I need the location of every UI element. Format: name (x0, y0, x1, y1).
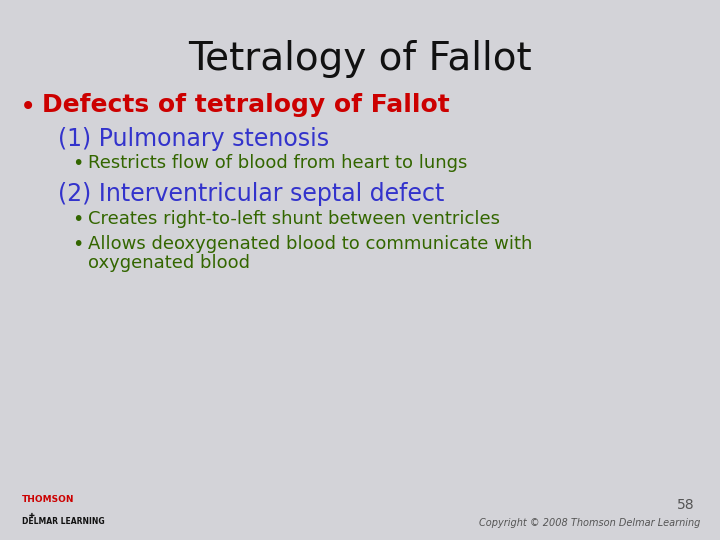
Text: (2) Interventricular septal defect: (2) Interventricular septal defect (58, 182, 444, 206)
Text: (1) Pulmonary stenosis: (1) Pulmonary stenosis (58, 127, 329, 151)
Text: oxygenated blood: oxygenated blood (88, 254, 250, 272)
Text: Allows deoxygenated blood to communicate with: Allows deoxygenated blood to communicate… (88, 235, 532, 253)
Text: •: • (72, 235, 84, 254)
Text: THOMSON: THOMSON (22, 495, 74, 504)
Text: •: • (72, 210, 84, 229)
Text: 58: 58 (678, 498, 695, 512)
Text: Creates right-to-left shunt between ventricles: Creates right-to-left shunt between vent… (88, 210, 500, 228)
Text: Defects of tetralogy of Fallot: Defects of tetralogy of Fallot (42, 93, 450, 117)
Text: Copyright © 2008 Thomson Delmar Learning: Copyright © 2008 Thomson Delmar Learning (479, 518, 700, 528)
Text: Tetralogy of Fallot: Tetralogy of Fallot (188, 40, 532, 78)
Text: ✚: ✚ (29, 513, 35, 519)
Text: DELMAR LEARNING: DELMAR LEARNING (22, 517, 104, 526)
Text: •: • (72, 154, 84, 173)
Text: Restricts flow of blood from heart to lungs: Restricts flow of blood from heart to lu… (88, 154, 467, 172)
Text: •: • (20, 93, 36, 121)
